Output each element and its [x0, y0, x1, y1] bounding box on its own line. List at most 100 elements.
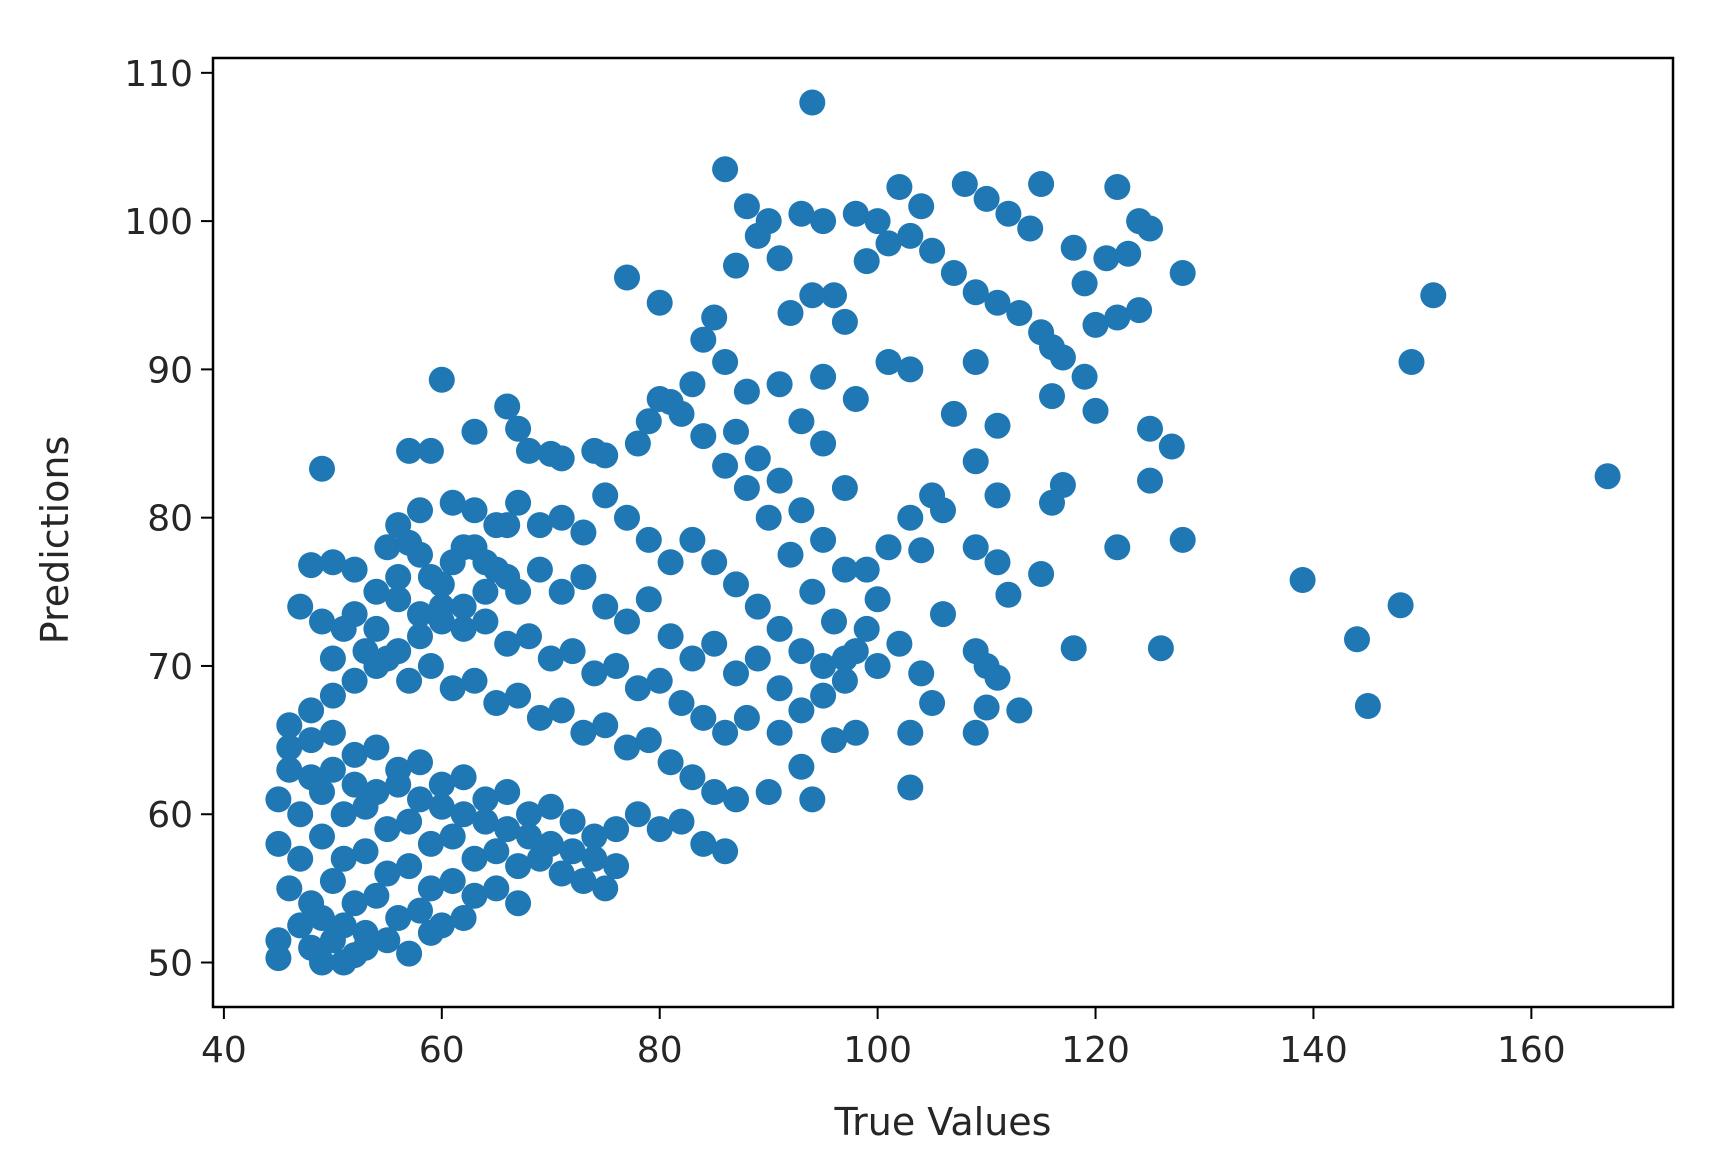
data-point: [494, 512, 521, 539]
data-point: [309, 455, 335, 482]
data-point: [428, 608, 455, 635]
data-point: [330, 801, 357, 828]
data-point: [319, 682, 346, 709]
data-points: [265, 89, 1621, 976]
data-point: [766, 675, 793, 702]
data-point: [744, 645, 771, 672]
data-point: [788, 638, 815, 665]
data-point: [733, 193, 760, 220]
data-point: [810, 653, 837, 679]
data-point: [940, 260, 967, 286]
data-point: [385, 771, 412, 798]
x-tick-label: 40: [201, 1030, 247, 1071]
x-tick-label: 60: [419, 1030, 465, 1071]
data-point: [494, 630, 521, 657]
data-point: [417, 875, 444, 902]
data-point: [723, 660, 749, 687]
data-point: [363, 653, 390, 679]
data-point: [962, 534, 989, 561]
data-point: [712, 838, 739, 865]
data-point: [733, 378, 760, 405]
data-point: [472, 578, 499, 605]
data-point: [744, 593, 771, 620]
data-point: [1289, 567, 1316, 593]
data-point: [548, 504, 575, 531]
data-point: [624, 675, 651, 702]
data-point: [875, 230, 902, 257]
data-point: [788, 753, 815, 780]
data-point: [592, 712, 619, 739]
data-point: [439, 489, 466, 516]
data-point: [341, 556, 368, 583]
data-point: [646, 667, 673, 694]
y-tick-label: 100: [124, 202, 193, 243]
data-point: [723, 418, 749, 445]
y-tick-label: 50: [147, 944, 193, 985]
data-point: [930, 497, 956, 524]
data-point: [352, 919, 379, 946]
data-point: [374, 816, 401, 843]
data-point: [679, 526, 706, 553]
data-point: [951, 171, 978, 197]
data-point: [559, 808, 586, 835]
data-point: [287, 845, 314, 872]
data-point: [701, 304, 728, 331]
data-point: [1082, 397, 1109, 424]
data-point: [276, 712, 303, 739]
data-point: [592, 482, 619, 509]
data-point: [1158, 433, 1185, 460]
data-point: [1126, 297, 1153, 324]
data-point: [614, 734, 640, 761]
data-point: [842, 638, 869, 665]
data-point: [396, 667, 423, 694]
data-point: [875, 534, 902, 561]
data-point: [396, 940, 423, 967]
y-tick-label: 90: [147, 350, 193, 391]
data-point: [788, 497, 815, 524]
data-point: [396, 808, 423, 835]
data-point: [1137, 415, 1163, 442]
data-point: [417, 919, 444, 946]
data-point: [494, 816, 521, 843]
data-point: [516, 801, 542, 828]
data-point: [908, 537, 935, 564]
data-point: [712, 719, 739, 746]
data-point: [919, 237, 946, 264]
data-point: [472, 549, 499, 576]
data-point: [450, 615, 477, 642]
data-point: [831, 556, 858, 583]
data-point: [624, 801, 651, 828]
data-point: [287, 593, 314, 620]
data-point: [831, 308, 858, 335]
data-point: [657, 623, 684, 650]
data-point: [276, 875, 303, 902]
data-point: [799, 89, 826, 116]
data-point: [287, 801, 314, 828]
x-tick-label: 160: [1497, 1030, 1566, 1071]
data-point: [1017, 215, 1044, 242]
data-point: [516, 437, 542, 464]
data-point: [309, 949, 335, 976]
data-point: [494, 393, 521, 420]
data-point: [788, 697, 815, 724]
data-point: [1169, 526, 1196, 553]
data-point: [646, 816, 673, 843]
data-point: [962, 349, 989, 375]
data-point: [777, 541, 804, 568]
data-point: [298, 764, 325, 791]
data-point: [319, 645, 346, 672]
data-point: [875, 349, 902, 375]
data-point: [309, 608, 335, 635]
data-point: [1060, 635, 1087, 662]
data-point: [396, 853, 423, 880]
data-point: [461, 497, 488, 524]
data-point: [679, 764, 706, 791]
data-point: [559, 838, 586, 865]
data-point: [853, 556, 880, 583]
data-point: [668, 400, 695, 427]
data-point: [886, 174, 913, 200]
data-point: [810, 430, 837, 457]
data-point: [690, 326, 717, 353]
y-axis-label: Predictions: [33, 436, 77, 645]
data-point: [603, 853, 630, 880]
